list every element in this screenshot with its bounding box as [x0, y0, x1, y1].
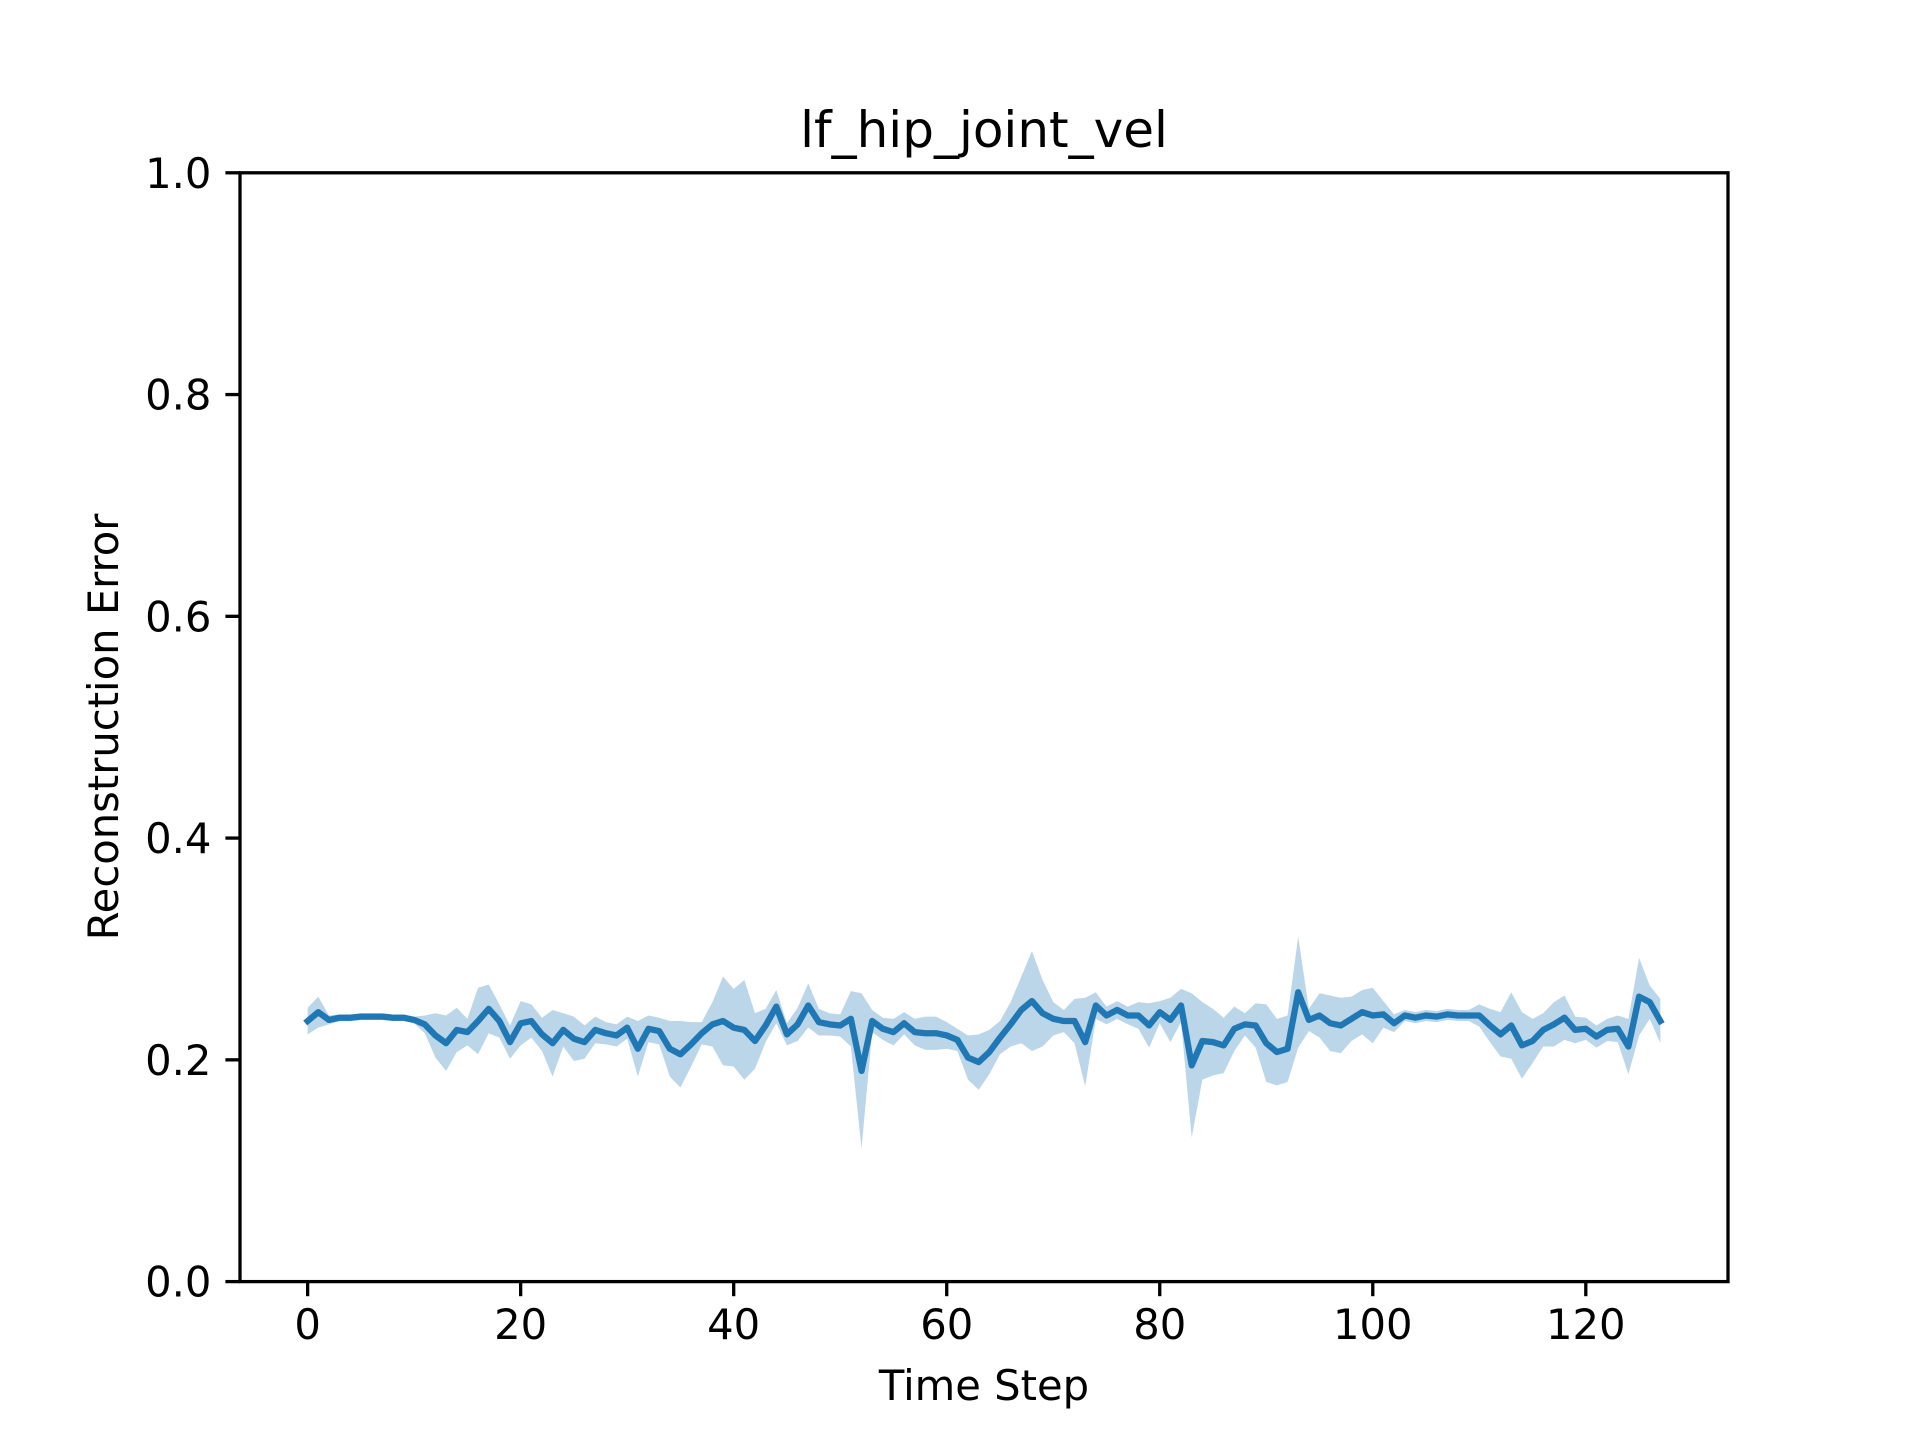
- line: [303, 989, 1665, 1075]
- x-tick-label: 120: [1546, 1300, 1626, 1349]
- x-tick-label: 100: [1333, 1300, 1413, 1349]
- error-band: [307, 936, 1661, 1149]
- y-tick-label: 0.2: [145, 1036, 211, 1085]
- y-tick-label: 0.8: [145, 371, 211, 420]
- plot-frame: [238, 171, 1730, 1284]
- x-tick-label: 20: [494, 1300, 547, 1349]
- x-axis-label: Time Step: [878, 1361, 1089, 1410]
- y-tick-label: 0.4: [145, 814, 211, 863]
- x-tick-label: 60: [920, 1300, 973, 1349]
- x-tick-label: 80: [1133, 1300, 1186, 1349]
- y-axis-label: Reconstruction Error: [79, 513, 128, 941]
- y-tick-label: 1.0: [145, 149, 211, 198]
- y-tick-label: 0.6: [145, 592, 211, 641]
- y-tick-label: 0.0: [145, 1258, 211, 1307]
- x-tick-label: 40: [707, 1300, 760, 1349]
- chart-title: lf_hip_joint_vel: [800, 101, 1168, 159]
- x-tick-label: 0: [294, 1300, 321, 1349]
